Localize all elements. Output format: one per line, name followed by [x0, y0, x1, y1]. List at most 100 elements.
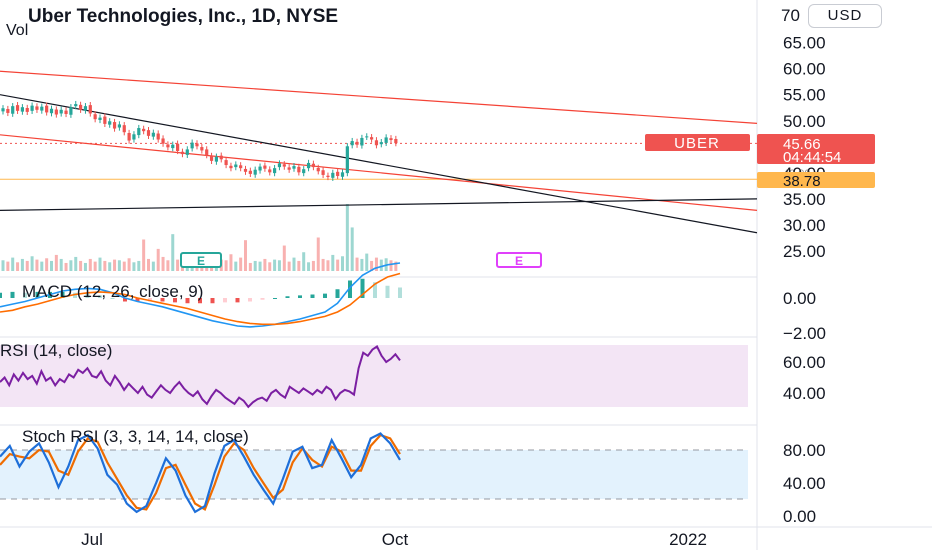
- candle-body: [224, 160, 228, 166]
- candle-body: [74, 104, 78, 107]
- bar-countdown: 04:44:54: [783, 149, 841, 166]
- macd-hist-bar: [35, 291, 40, 298]
- candle-body: [137, 128, 141, 136]
- candle-body: [248, 170, 252, 174]
- horizontal-levels: [0, 142, 757, 180]
- volume-bar: [234, 261, 238, 271]
- price-tick-label: 60.00: [783, 60, 826, 79]
- volume-bar: [161, 256, 165, 271]
- candle-body: [59, 109, 63, 114]
- candle-body: [340, 172, 345, 177]
- candle-body: [35, 106, 39, 110]
- stoch-tick-label: 0.00: [783, 507, 816, 526]
- last-price: 45.66: [783, 136, 821, 153]
- trendline[interactable]: [0, 134, 758, 211]
- last-price-badge: 45.66 04:44:54: [757, 134, 875, 166]
- volume-bar: [307, 262, 311, 271]
- time-axis[interactable]: Jul Oct 2022: [81, 530, 707, 549]
- volume-bar: [137, 260, 141, 271]
- trendline[interactable]: [0, 94, 758, 234]
- macd-hist-bar: [348, 280, 352, 298]
- macd-hist-bar: [23, 292, 27, 298]
- volume-bar: [20, 258, 24, 271]
- rsi-tick-label: 40.00: [783, 384, 826, 403]
- macd-hist-bar: [235, 298, 240, 303]
- macd-hist-bar: [98, 295, 102, 298]
- macd-hist-bar: [10, 291, 15, 298]
- candle-body: [127, 132, 131, 141]
- macd-hist-bar: [323, 293, 327, 298]
- candle-body: [205, 149, 209, 156]
- volume-bar: [263, 258, 267, 271]
- candle-body: [83, 106, 88, 111]
- trendlines[interactable]: [0, 70, 758, 234]
- volume-bar: [79, 260, 83, 271]
- volume-bar: [35, 259, 39, 271]
- volume-bar: [394, 261, 398, 271]
- candle-body: [379, 142, 383, 145]
- stoch-band: [0, 450, 748, 499]
- trendline[interactable]: [0, 70, 758, 124]
- volume-bar: [297, 260, 301, 271]
- candle-body: [161, 138, 165, 144]
- volume-bar: [336, 259, 340, 271]
- stoch-rsi-title: Stoch RSI (3, 3, 14, 14, close): [22, 427, 249, 446]
- candle-body: [321, 170, 325, 175]
- macd-title: MACD (12, 26, close, 9): [22, 282, 203, 301]
- candle-body: [93, 114, 97, 120]
- candle-body: [195, 143, 199, 147]
- ticker-badge: UBER: [645, 134, 750, 152]
- volume-bar: [379, 259, 383, 271]
- candle-body: [273, 168, 277, 174]
- volume-bar: [282, 245, 286, 271]
- volume-bar: [16, 262, 20, 271]
- price-tick-label: 65.00: [783, 34, 826, 53]
- earnings-marker-upcoming[interactable]: E: [496, 252, 542, 268]
- volume-bar: [287, 261, 291, 271]
- candle-body: [69, 107, 73, 115]
- candle-body: [190, 142, 194, 149]
- macd-hist-bar: [223, 298, 227, 303]
- volume-bar: [370, 260, 374, 271]
- volume-bar: [365, 253, 369, 271]
- earnings-marker-past[interactable]: E: [180, 252, 222, 268]
- volume-bar: [45, 258, 49, 271]
- volume-bar: [292, 257, 296, 271]
- macd-hist-bar: [248, 298, 252, 302]
- macd-hist-bar: [185, 298, 190, 304]
- stoch-tick-label: 40.00: [783, 474, 826, 493]
- candle-body: [326, 175, 330, 178]
- macd-hist-bar: [360, 278, 365, 298]
- price-tick-label: 55.00: [783, 86, 826, 105]
- price-axis[interactable]: 25.0030.0035.0040.0045.0050.0055.0060.00…: [783, 34, 826, 526]
- macd-tick-label: 0.00: [783, 289, 816, 308]
- candle-body: [108, 121, 112, 125]
- volume-bar: [253, 260, 257, 271]
- volume-bar: [40, 261, 44, 271]
- volume-title: Vol: [6, 22, 28, 39]
- candle-body: [185, 149, 189, 155]
- candle-body: [49, 108, 54, 114]
- candle-body: [15, 105, 20, 111]
- macd-lines: [0, 262, 401, 328]
- volume-bar: [244, 240, 247, 271]
- candle-body: [297, 166, 301, 173]
- volume-bar: [302, 252, 306, 271]
- volume-bar: [93, 261, 97, 271]
- volume-bar: [273, 259, 277, 271]
- candle-body: [151, 132, 155, 137]
- volume-bar: [69, 260, 73, 271]
- currency-button[interactable]: USD: [808, 4, 882, 28]
- price-tick-label: 35.00: [783, 190, 826, 209]
- candle-body: [374, 140, 379, 146]
- symbol-title[interactable]: Uber Technologies, Inc., 1D, NYSE: [28, 6, 338, 27]
- macd-hist-bar: [73, 292, 77, 298]
- candle-body: [20, 107, 24, 112]
- candle-body: [311, 163, 315, 168]
- candle-body: [360, 137, 364, 146]
- candle-body: [229, 165, 233, 169]
- volume-bar: [331, 254, 335, 271]
- trendline[interactable]: [0, 198, 758, 211]
- rsi-line: [0, 345, 401, 409]
